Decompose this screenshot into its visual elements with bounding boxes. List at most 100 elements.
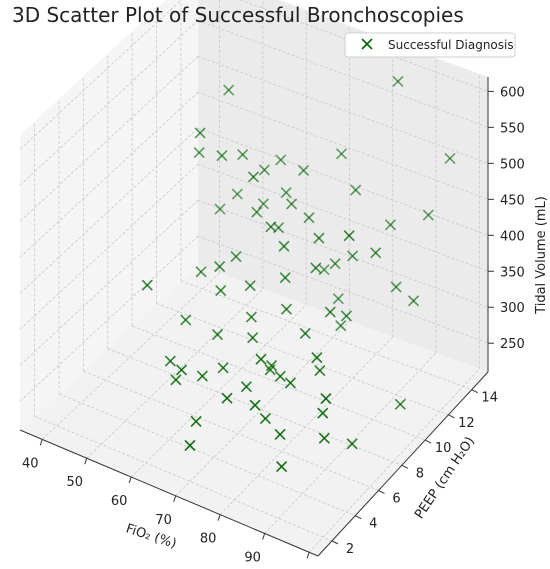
data-point-stroke xyxy=(217,362,229,374)
data-point xyxy=(320,393,332,405)
data-point xyxy=(257,198,269,210)
grid-line xyxy=(308,368,480,553)
data-point-stroke xyxy=(335,148,348,160)
data-point-stroke xyxy=(320,393,332,405)
data-point-stroke xyxy=(164,355,176,367)
data-point xyxy=(324,306,336,318)
data-point-stroke xyxy=(265,221,277,233)
back-pane xyxy=(198,0,488,372)
z-tick-label: 550 xyxy=(500,121,525,136)
data-point-stroke xyxy=(318,432,330,444)
data-point-stroke xyxy=(184,439,196,452)
data-point-stroke xyxy=(194,127,206,139)
grid-line xyxy=(156,303,449,416)
grid-line xyxy=(180,280,472,391)
grid-line xyxy=(197,127,489,236)
x-tick-label: 40 xyxy=(22,456,39,471)
data-point-stroke xyxy=(390,281,402,293)
data-point xyxy=(329,258,341,270)
data-point-stroke xyxy=(193,146,205,159)
z-tick-label: 250 xyxy=(500,337,525,352)
legend-box xyxy=(344,32,516,58)
data-point xyxy=(190,415,202,427)
grid-line xyxy=(197,19,489,128)
data-point xyxy=(335,148,348,160)
grid-line xyxy=(197,55,489,164)
data-point-stroke xyxy=(340,310,352,322)
data-point xyxy=(240,381,252,393)
grid-line xyxy=(19,92,199,258)
data-point-stroke xyxy=(231,188,243,200)
data-point-stroke xyxy=(280,187,292,199)
data-point xyxy=(422,209,434,221)
y-tick-label: 6 xyxy=(392,491,400,506)
data-point-stroke xyxy=(195,266,207,278)
data-point xyxy=(394,398,406,410)
data-point xyxy=(237,149,249,161)
data-point-stroke xyxy=(278,240,290,252)
data-point-stroke xyxy=(265,360,278,372)
data-point xyxy=(258,164,270,176)
x-tick-mark xyxy=(128,476,132,484)
data-point-stroke xyxy=(286,198,298,210)
data-point xyxy=(247,332,259,344)
legend-marker xyxy=(361,38,373,50)
grid-lines xyxy=(19,0,489,553)
data-point xyxy=(444,152,456,165)
data-point xyxy=(230,250,242,263)
y-tick-mark xyxy=(424,439,432,444)
data-point xyxy=(332,293,344,305)
data-point-stroke xyxy=(297,164,310,176)
data-point-stroke xyxy=(311,352,323,364)
data-point-stroke xyxy=(343,230,355,242)
data-point-stroke xyxy=(141,279,153,291)
y-tick-mark xyxy=(448,414,455,419)
data-point xyxy=(274,428,286,440)
data-point xyxy=(279,272,291,284)
data-point xyxy=(318,264,330,276)
data-point xyxy=(170,374,182,386)
data-point xyxy=(247,171,260,183)
x-tick-mark xyxy=(262,533,266,540)
z-tick-label: 300 xyxy=(500,301,525,316)
data-point-stroke xyxy=(280,303,293,315)
y-tick-mark xyxy=(355,515,362,520)
data-point-stroke xyxy=(240,381,252,393)
grid-line xyxy=(41,272,220,440)
grid-line xyxy=(197,91,489,200)
data-point xyxy=(196,370,208,382)
data-point xyxy=(390,281,402,293)
y-tick-label: 2 xyxy=(346,542,354,557)
data-point xyxy=(193,146,205,159)
z-tick-label: 500 xyxy=(500,157,525,172)
data-point-stroke xyxy=(190,415,202,427)
data-point-stroke xyxy=(216,150,228,162)
data-point xyxy=(317,407,329,419)
y-tick-mark xyxy=(331,540,339,545)
data-point-stroke xyxy=(251,206,263,218)
data-point xyxy=(259,412,271,425)
grid-line xyxy=(175,320,350,497)
grid-line xyxy=(197,199,489,308)
y-tick-label: 12 xyxy=(458,416,475,431)
data-point-stroke xyxy=(444,152,456,165)
data-point xyxy=(350,184,362,196)
data-point xyxy=(370,247,382,259)
data-point xyxy=(297,164,310,176)
grid-line xyxy=(19,20,199,186)
data-point xyxy=(310,262,322,274)
grid-line xyxy=(197,163,489,272)
data-point-stroke xyxy=(244,280,256,292)
data-point xyxy=(343,230,355,242)
data-point-stroke xyxy=(247,332,259,344)
grid-line xyxy=(19,235,199,402)
grid-line xyxy=(219,336,394,515)
data-point xyxy=(221,392,233,404)
data-point-stroke xyxy=(346,438,358,450)
data-point-stroke xyxy=(211,329,224,341)
data-point-stroke xyxy=(394,398,406,410)
data-point xyxy=(284,377,297,389)
z-tick-label: 600 xyxy=(500,85,525,100)
x-tick-mark xyxy=(39,439,43,446)
z-tick-label: 400 xyxy=(500,229,525,244)
